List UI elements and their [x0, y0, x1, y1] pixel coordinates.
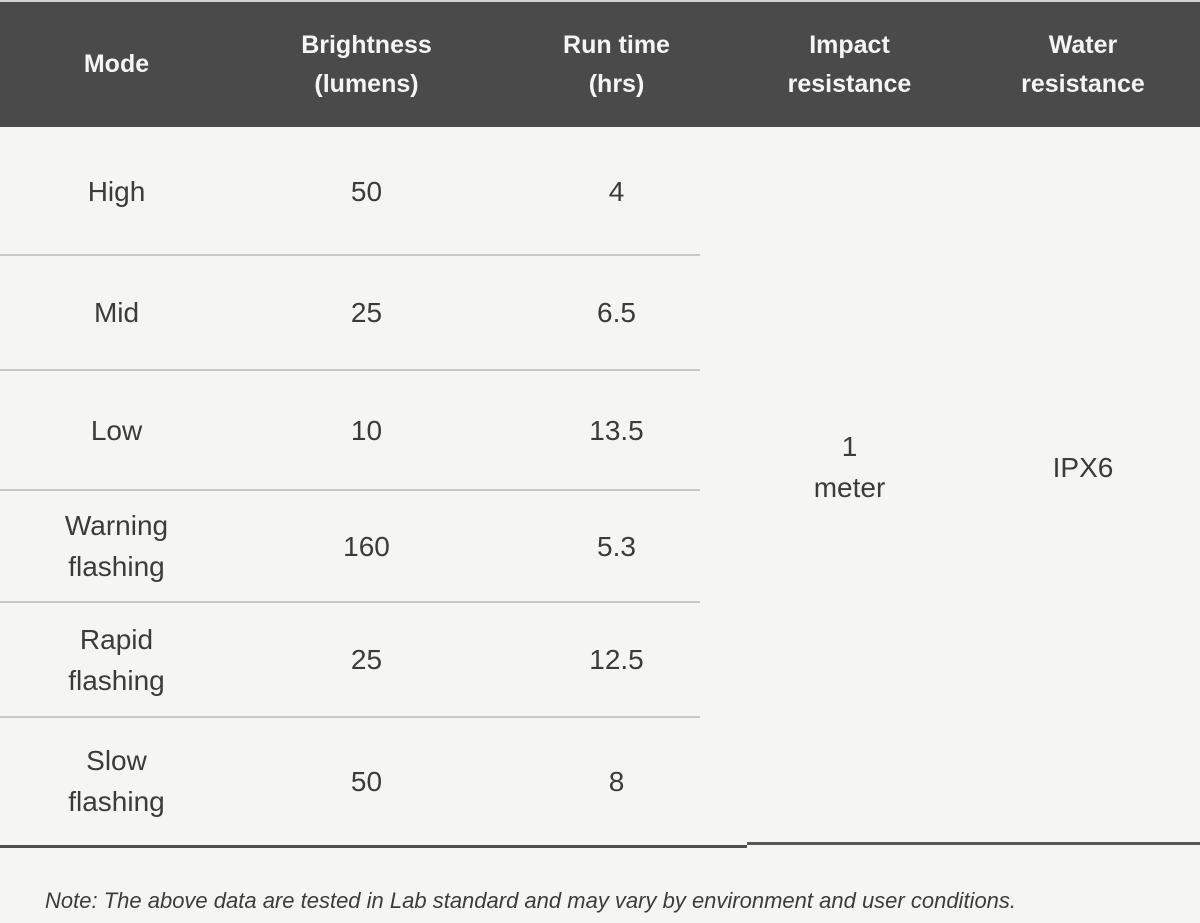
cell-brightness: 50: [350, 175, 383, 207]
cell-water-resistance: IPX6: [1052, 451, 1114, 483]
bottom-border-right-segment: [747, 842, 1200, 845]
table-row: Rapid flashing 25 12.5: [0, 602, 733, 717]
cell-run-time: 4: [608, 175, 625, 207]
footnote: Note: The above data are tested in Lab s…: [45, 888, 1017, 913]
table-row: High 50 4: [0, 127, 733, 255]
table-row: Low 10 13.5: [0, 370, 733, 490]
cell-impact-resistance: 1 meter: [813, 431, 886, 503]
table-header-row: Mode Brightness (lumens) Run time (hrs) …: [0, 2, 1200, 127]
cell-run-time: 12.5: [589, 644, 644, 675]
row-separator: [0, 489, 700, 491]
header-impact-resistance: Impact resistance: [787, 30, 912, 98]
table-row: Mid 25 6.5: [0, 255, 733, 370]
cell-run-time: 13.5: [589, 414, 644, 446]
table-row: Warning flashing 160 5.3: [0, 490, 733, 602]
cell-brightness: 25: [350, 297, 383, 328]
cell-mode: High: [87, 175, 146, 207]
top-edge-strip: [0, 0, 1200, 2]
cell-brightness: 10: [350, 414, 383, 446]
cell-mode: Rapid flashing: [68, 623, 165, 696]
header-run-time: Run time (hrs): [563, 30, 670, 98]
row-separator: [0, 369, 700, 371]
cell-mode: Mid: [93, 297, 140, 328]
row-separator: [0, 254, 700, 256]
header-mode: Mode: [83, 50, 150, 78]
cell-brightness: 50: [350, 765, 383, 797]
header-water-resistance: Water resistance: [1021, 30, 1145, 98]
cell-brightness: 25: [350, 644, 383, 675]
table-row: Slow flashing 50 8: [0, 717, 733, 845]
cell-mode: Slow flashing: [68, 745, 165, 817]
header-brightness: Brightness (lumens): [301, 30, 432, 98]
row-separator: [0, 716, 700, 718]
cell-mode: Warning flashing: [64, 510, 169, 582]
cell-run-time: 8: [608, 765, 625, 797]
row-separator: [0, 601, 700, 603]
bottom-border-left-segment: [0, 845, 747, 848]
cell-run-time: 6.5: [597, 297, 636, 328]
cell-mode: Low: [90, 414, 143, 446]
cell-brightness: 160: [343, 530, 390, 562]
cell-run-time: 5.3: [597, 530, 636, 562]
